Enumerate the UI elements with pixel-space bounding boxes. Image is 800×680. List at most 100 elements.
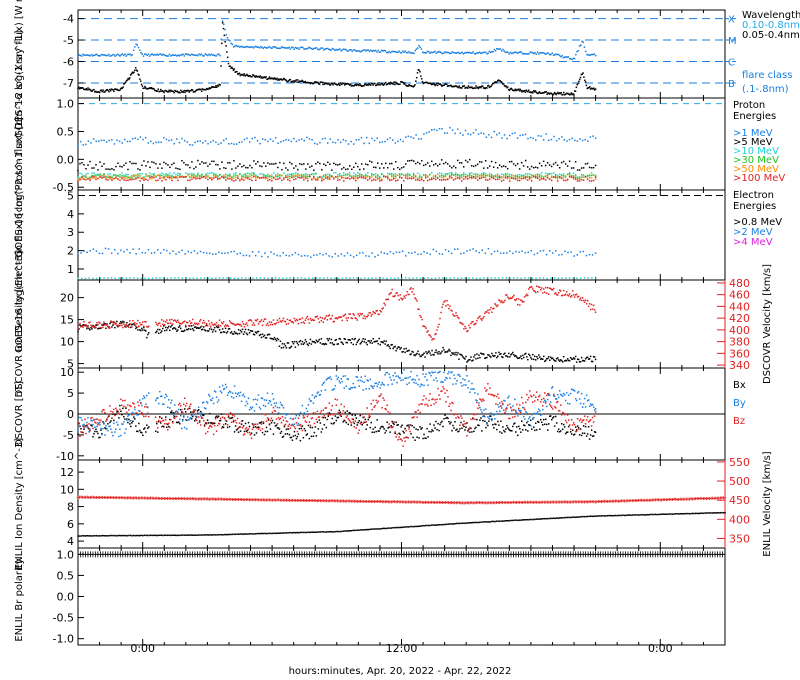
dscovr-velocity-point	[226, 324, 229, 327]
proton-5-point	[77, 180, 79, 182]
xray-long-point	[97, 91, 99, 93]
b-field-0-point	[505, 428, 507, 430]
xray-long-point	[370, 82, 373, 85]
xray-long-point	[459, 86, 461, 89]
dscovr-density-point	[566, 358, 569, 360]
proton-4-point	[305, 174, 307, 176]
dscovr-velocity-point	[119, 324, 121, 327]
dscovr-velocity-point	[412, 288, 414, 290]
proton-1-point	[171, 163, 173, 166]
xray-long-point	[231, 67, 234, 70]
proton-3-point	[143, 177, 145, 179]
dscovr-density-point	[269, 337, 272, 340]
dscovr-density-point	[413, 354, 415, 356]
proton-3-point	[582, 174, 585, 176]
proton-5-point	[183, 176, 185, 178]
dscovr-density-point	[456, 354, 458, 356]
proton-5-point	[211, 179, 213, 181]
dscovr-velocity-point	[442, 303, 444, 306]
dscovr-velocity-point	[534, 290, 536, 293]
proton-5-point	[325, 177, 327, 179]
dscovr-velocity-point	[423, 325, 425, 328]
dscovr-density-point	[222, 331, 225, 333]
proton-1-point	[181, 159, 183, 162]
proton-0-point	[293, 137, 295, 140]
proton-5-point	[185, 175, 187, 178]
dscovr-velocity-point	[472, 320, 474, 323]
electron-2-point	[257, 251, 260, 253]
xray-long-point	[231, 66, 233, 69]
xray-long-point	[93, 88, 95, 91]
b-field-0-point	[550, 418, 553, 421]
b-field-0-point	[587, 426, 590, 428]
proton-5-point	[315, 179, 317, 181]
xray-short-point	[240, 45, 242, 48]
dscovr-velocity-point	[496, 305, 498, 308]
xray-long-point	[524, 91, 527, 93]
proton-3-point	[123, 175, 125, 178]
electron-4-point	[84, 277, 87, 280]
dscovr-velocity-point	[578, 299, 581, 301]
proton-0-point	[519, 134, 521, 137]
proton-5-point	[255, 179, 257, 181]
proton-5-point	[470, 176, 473, 179]
xray-long-point	[195, 89, 197, 92]
b-field-0-point	[351, 414, 354, 416]
xray-long-point	[435, 83, 437, 86]
dscovr-density-point	[128, 324, 130, 326]
proton-1-point	[518, 168, 521, 170]
proton-0-point	[256, 139, 259, 142]
dscovr-velocity-point	[366, 316, 368, 318]
proton-0-point	[196, 140, 199, 143]
dscovr-density-point	[192, 329, 195, 332]
xray-short-point	[213, 54, 215, 56]
xray-short-point	[179, 54, 182, 56]
xray-long-point	[387, 82, 389, 85]
xray-long-point	[139, 80, 142, 82]
electron-2-point	[340, 253, 343, 255]
b-field-0-point	[372, 428, 374, 430]
proton-1-point	[590, 167, 593, 169]
electron-4-point	[475, 277, 478, 280]
proton-0-point	[295, 140, 298, 143]
electron-2-point	[129, 252, 131, 254]
xray-short-point	[168, 53, 171, 56]
xray-long-point	[170, 90, 173, 92]
dscovr-velocity-point	[379, 309, 381, 312]
proton-1-point	[570, 167, 573, 169]
dscovr-velocity-point	[84, 324, 86, 326]
proton-2-point	[263, 175, 265, 177]
dscovr-density-point	[169, 326, 172, 328]
dscovr-density-point	[396, 347, 398, 350]
dscovr-velocity-point	[461, 322, 463, 325]
xray-long-point	[388, 82, 390, 84]
xray-long-point	[588, 86, 591, 88]
xray-short-point	[405, 51, 408, 54]
dscovr-density-point	[251, 330, 254, 332]
b-field-0-point	[216, 416, 219, 419]
xray-long-point	[151, 88, 154, 90]
dscovr-velocity-point	[120, 322, 122, 325]
xray-long-point	[593, 87, 595, 89]
xray-short-point	[155, 54, 157, 56]
b-field-1-point	[131, 412, 133, 415]
dscovr-density-point	[156, 330, 158, 333]
electron-4-point	[591, 277, 593, 279]
proton-4-point	[482, 174, 485, 177]
xray-short-point	[158, 53, 161, 55]
xray-long-point	[325, 82, 328, 84]
proton-2-point	[365, 173, 367, 176]
dscovr-density-point	[491, 352, 493, 355]
electron-2-point	[199, 250, 202, 253]
dscovr-density-point	[385, 340, 387, 342]
xray-short-point	[293, 48, 295, 50]
xray-short-point	[121, 53, 124, 55]
xray-short-point	[550, 53, 552, 56]
b-field-0-point	[278, 428, 281, 430]
dscovr-velocity-point	[586, 299, 589, 302]
xray-short-point	[88, 54, 90, 57]
xray-short-point	[418, 44, 420, 47]
dscovr-density-point	[453, 352, 455, 354]
proton-0-point	[165, 138, 168, 141]
proton-2-point	[153, 172, 155, 175]
